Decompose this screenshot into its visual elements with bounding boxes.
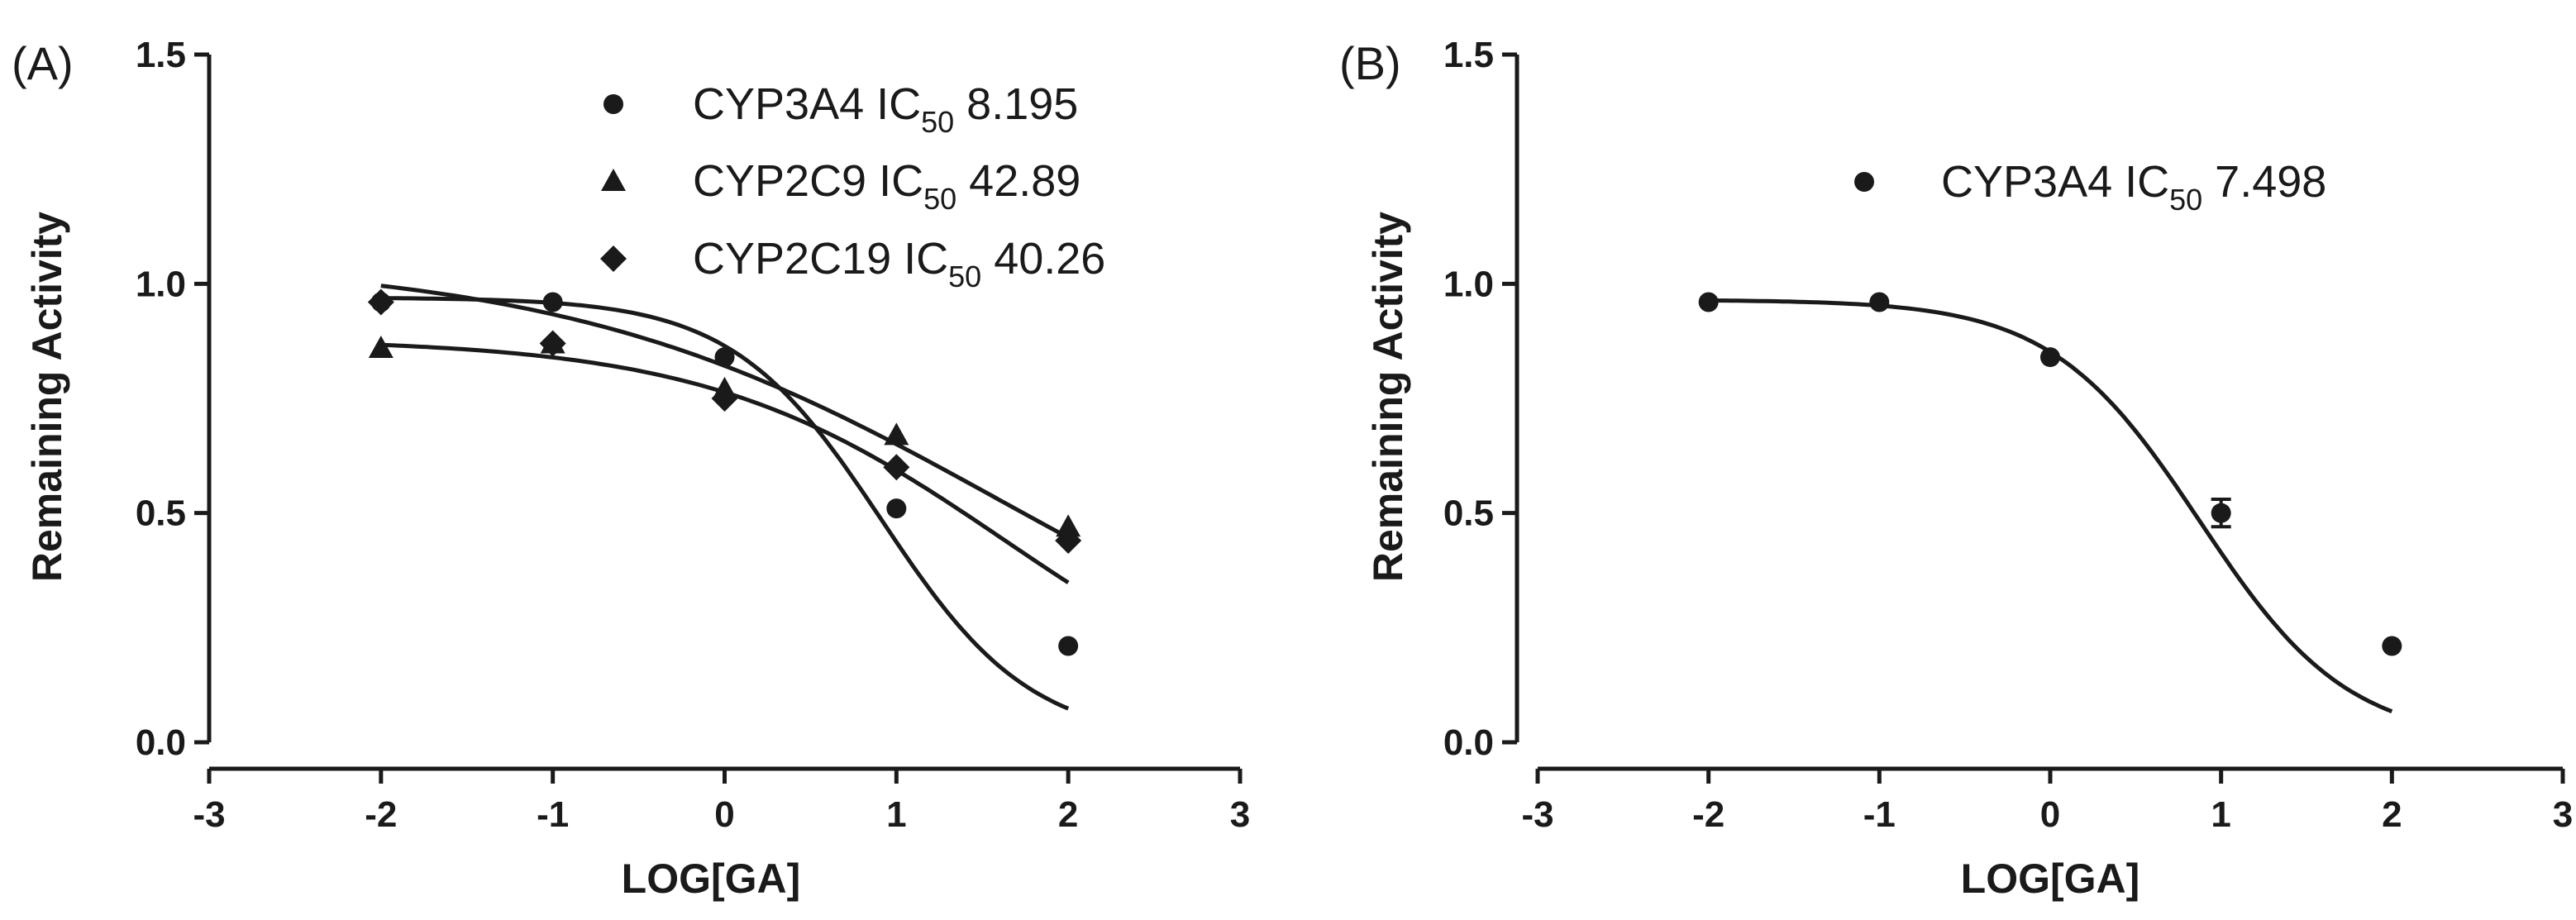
x-axis-title: LOG[GA] [622, 856, 801, 902]
x-tick-label: -2 [1692, 794, 1724, 835]
legend-marker-cyp2c19 [600, 245, 627, 272]
y-tick-label: 0.0 [136, 722, 186, 763]
legend-label-cyp3a4: CYP3A4 IC50 7.498 [1941, 157, 2326, 217]
x-tick-label: -2 [365, 794, 397, 835]
x-tick-label: 1 [886, 794, 906, 835]
y-tick-label: 1.0 [1443, 264, 1494, 304]
data-point-cyp2c9 [1056, 514, 1081, 537]
data-point-cyp3a4 [2382, 636, 2402, 656]
y-tick-label: 0.5 [1443, 493, 1494, 534]
panel-b-chart: (B) 0.0 0.5 1.0 1.5 Remaining Activity -3 -2 -1 0… [1339, 35, 2573, 902]
data-point-cyp3a4 [542, 292, 563, 312]
panel-label: (B) [1339, 37, 1401, 89]
y-tick-label: 0.0 [1443, 722, 1494, 763]
x-tick-label: 2 [1058, 794, 1078, 835]
legend-marker-cyp2c9 [601, 169, 626, 191]
x-tick-label: 0 [2040, 794, 2060, 835]
x-tick-label: -3 [193, 794, 225, 835]
x-tick-label: 1 [2211, 794, 2230, 835]
data-point-cyp2c19 [539, 330, 566, 357]
y-axis-title: Remaining Activity [1365, 212, 1411, 582]
data-point-cyp2c19 [711, 385, 738, 412]
y-tick-label: 1.0 [136, 264, 186, 304]
x-tick-label: 0 [714, 794, 734, 835]
y-tick-label: 1.5 [136, 35, 186, 75]
legend-marker-cyp3a4 [603, 94, 623, 114]
y-axis-title: Remaining Activity [24, 212, 70, 582]
data-point-cyp3a4 [1698, 292, 1719, 312]
x-tick-label: 2 [2382, 794, 2402, 835]
panel-a-chart: (A) 0.0 0.5 1.0 1.5 Remaining Activity -3 -2 -1 0… [12, 35, 1250, 902]
data-point-cyp3a4 [1869, 292, 1890, 312]
x-tick-label: 3 [2553, 794, 2573, 835]
data-point-cyp2c19 [367, 288, 394, 316]
x-tick-label: -1 [537, 794, 569, 835]
data-point-cyp2c9 [368, 335, 394, 358]
y-tick-label: 1.5 [1443, 35, 1494, 75]
data-point-cyp2c19 [1055, 527, 1082, 554]
data-point-cyp3a4 [886, 498, 907, 519]
data-point-cyp3a4 [1058, 636, 1079, 656]
data-point-cyp3a4 [2040, 347, 2060, 368]
x-tick-label: -1 [1863, 794, 1896, 835]
x-tick-label: 3 [1230, 794, 1250, 835]
fit-curve-cyp3a4 [380, 296, 1070, 711]
legend-label-cyp2c9: CYP2C9 IC50 42.89 [693, 156, 1080, 216]
legend-label-cyp2c19: CYP2C19 IC50 40.26 [693, 234, 1105, 293]
y-tick-label: 0.5 [136, 493, 186, 534]
panel-label: (A) [12, 37, 74, 89]
data-point-cyp3a4 [2211, 503, 2231, 523]
legend-marker-cyp3a4 [1854, 172, 1874, 192]
x-axis-title: LOG[GA] [1961, 856, 2140, 902]
fit-curve-cyp2c19 [380, 284, 1070, 540]
legend-label-cyp3a4: CYP3A4 IC50 8.195 [693, 79, 1078, 139]
x-tick-label: -3 [1521, 794, 1553, 835]
data-point-cyp2c19 [883, 454, 910, 481]
